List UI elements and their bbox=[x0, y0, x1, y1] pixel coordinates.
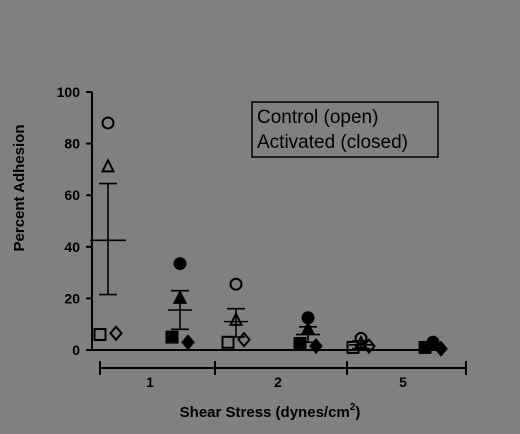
data-point-square bbox=[346, 340, 360, 354]
data-point-circle bbox=[173, 257, 187, 271]
y-axis: 0 20 40 60 80 100 bbox=[57, 84, 93, 358]
x-tick-label: 1 bbox=[146, 374, 154, 390]
data-point-diamond bbox=[109, 325, 123, 342]
y-tick-label: 60 bbox=[64, 187, 80, 203]
y-tick-label: 80 bbox=[64, 136, 80, 152]
data-point-circle bbox=[354, 331, 368, 345]
y-tick-label: 20 bbox=[64, 290, 80, 306]
data-point-square bbox=[293, 337, 307, 351]
legend-line-control: Control (open) bbox=[257, 107, 378, 128]
data-point-circle bbox=[101, 116, 115, 130]
data-point-square bbox=[418, 340, 432, 354]
data-point-triangle bbox=[300, 320, 316, 335]
x-axis-label: Shear Stress (dynes/cm2) bbox=[180, 402, 361, 421]
y-tick-label: 0 bbox=[72, 342, 80, 358]
data-point-square bbox=[165, 330, 179, 344]
data-point-triangle bbox=[172, 289, 188, 304]
data-point-triangle bbox=[228, 311, 244, 326]
activated-series-cat-1 bbox=[165, 257, 195, 351]
control-series-cat-5 bbox=[346, 331, 376, 355]
x-tick-label: 2 bbox=[274, 374, 282, 390]
data-point-diamond bbox=[181, 334, 195, 351]
data-point-triangle bbox=[100, 158, 116, 173]
data-point-square bbox=[93, 328, 107, 342]
data-point-square bbox=[221, 335, 235, 349]
control-series-cat-2 bbox=[221, 277, 251, 349]
x-tick-label: 5 bbox=[399, 374, 407, 390]
data-point-diamond bbox=[237, 331, 251, 348]
y-axis-label: Percent Adhesion bbox=[11, 125, 28, 252]
data-point-circle bbox=[229, 277, 243, 291]
y-tick-label: 100 bbox=[57, 84, 81, 100]
legend: Control (open) Activated (closed) bbox=[251, 101, 439, 158]
plot-area bbox=[90, 116, 448, 357]
legend-box bbox=[251, 101, 439, 158]
data-point-diamond bbox=[309, 338, 323, 355]
data-point-diamond bbox=[362, 338, 376, 355]
x-axis: 1 2 5 bbox=[92, 349, 467, 390]
activated-series-cat-5 bbox=[418, 335, 448, 357]
control-series-cat-1 bbox=[90, 116, 126, 342]
legend-line-activated: Activated (closed) bbox=[257, 132, 408, 153]
y-tick-label: 40 bbox=[64, 239, 80, 255]
activated-series-cat-2 bbox=[293, 311, 323, 355]
data-point-diamond bbox=[434, 340, 448, 357]
